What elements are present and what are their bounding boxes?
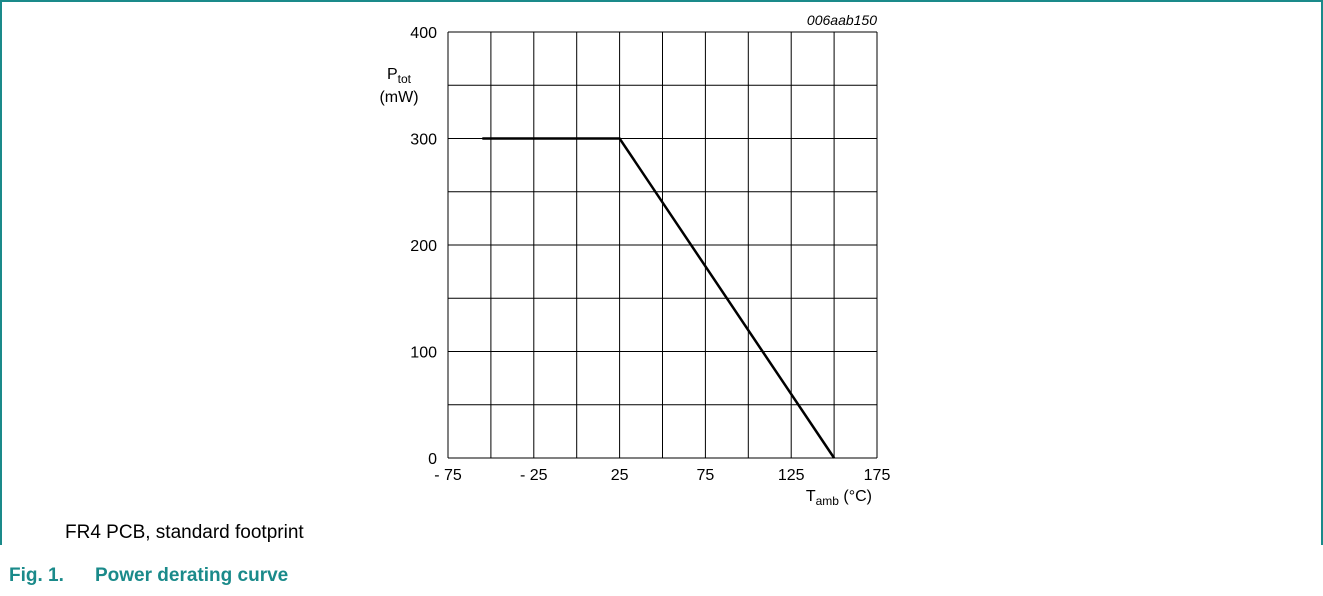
- y-tick-label: 100: [410, 345, 437, 362]
- y-axis-label-sub: tot: [398, 72, 412, 86]
- x-axis-label-text: Tamb (°C): [806, 488, 872, 508]
- x-tick-label: 175: [864, 467, 891, 484]
- x-tick-label: - 75: [434, 467, 462, 484]
- y-axis-label-symbol: Ptot: [387, 66, 412, 86]
- y-axis-label: Ptot (mW): [379, 66, 418, 106]
- figure-title: Power derating curve: [95, 565, 289, 586]
- page-frame-top: [0, 0, 1323, 2]
- figure-note: FR4 PCB, standard footprint: [65, 522, 304, 543]
- y-tick-label: 200: [410, 238, 437, 255]
- x-axis-label-sub: amb: [816, 494, 840, 508]
- x-tick-label: 75: [697, 467, 715, 484]
- y-tick-label: 400: [410, 25, 437, 42]
- y-axis-label-main: P: [387, 66, 398, 83]
- y-tick-label: 300: [410, 132, 437, 149]
- x-tick-label: 125: [778, 467, 805, 484]
- x-tick-label: 25: [611, 467, 629, 484]
- series-layer: [482, 137, 836, 459]
- power-derating-chart: - 75 - 25 25 75 125 175 0 100 200 300 400 006aab15…: [379, 12, 890, 508]
- figure-number: Fig. 1.: [9, 565, 64, 586]
- y-tick-label: 0: [428, 451, 437, 468]
- grid-lines: [447, 31, 878, 459]
- series-line: [482, 137, 836, 459]
- x-tick-label: - 25: [520, 467, 548, 484]
- x-axis-label: Tamb (°C): [806, 488, 872, 508]
- x-axis-label-main: T: [806, 488, 816, 505]
- y-axis-label-unit: (mW): [379, 89, 418, 106]
- x-axis-label-unit: (°C): [839, 488, 872, 505]
- figure-caption: Fig. 1. Power derating curve: [9, 565, 288, 587]
- page-frame-right: [1321, 0, 1323, 545]
- chart-code: 006aab150: [807, 12, 877, 28]
- tick-labels: - 75 - 25 25 75 125 175 0 100 200 300 400: [410, 25, 890, 484]
- page-frame-left: [0, 0, 2, 545]
